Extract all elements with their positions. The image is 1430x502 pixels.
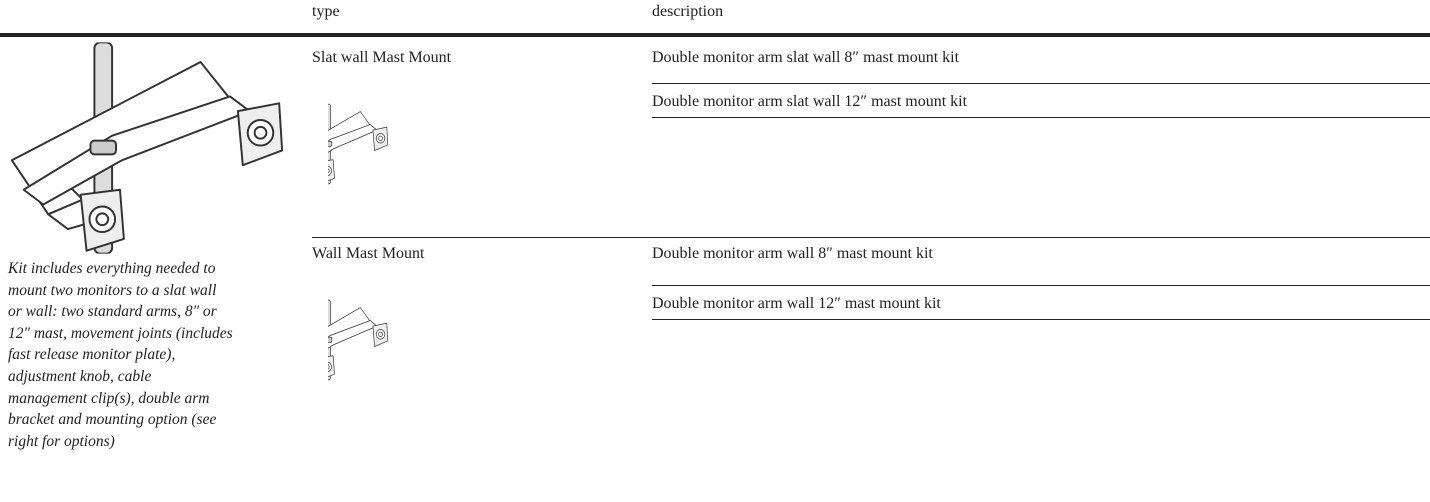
caption: Kit includes everything needed to mount … [8, 258, 233, 452]
type-label: Slat wall Mast Mount [312, 49, 452, 66]
row-rule [652, 285, 1430, 286]
row-rule [652, 117, 1430, 118]
type-image [328, 76, 424, 212]
row-rule [652, 83, 1430, 84]
type-label: Wall Mast Mount [312, 245, 425, 262]
caption-line: 12″ mast, movement joints (includes [8, 324, 233, 342]
description: Double monitor arm wall 8″ mast mount ki… [652, 245, 933, 262]
caption-line: adjustment knob, cable [8, 367, 152, 385]
row-rule [652, 319, 1430, 320]
description: Double monitor arm slat wall 8″ mast mou… [652, 49, 960, 66]
caption-line: mount two monitors to a slat wall [8, 281, 217, 299]
caption-line: or wall: two standard arms, 8″ or [8, 303, 217, 321]
group-rule [312, 237, 1430, 238]
column-header: type [312, 3, 340, 20]
caption-line: right for options) [8, 432, 115, 450]
caption-line: bracket and mounting option (see [8, 411, 217, 429]
caption-line: management clip(s), double arm [8, 389, 210, 407]
caption-line: Kit includes everything needed to [8, 260, 216, 277]
description: Double monitor arm wall 12″ mast mount k… [652, 295, 941, 312]
description: Double monitor arm slat wall 12″ mast mo… [652, 93, 968, 110]
column-header: description [652, 3, 724, 20]
type-image [328, 272, 424, 408]
caption-line: fast release monitor plate), [8, 346, 176, 364]
product-image [4, 42, 289, 254]
header-rule [0, 33, 1430, 37]
